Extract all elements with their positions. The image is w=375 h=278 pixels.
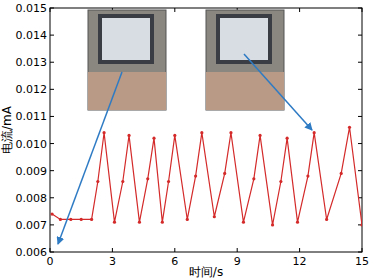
y-tick-label: 0.015 xyxy=(16,2,48,15)
point xyxy=(59,218,62,221)
photo-arm xyxy=(88,72,166,110)
plot-area xyxy=(50,126,362,227)
point xyxy=(271,223,274,226)
x-axis-label: 时间/s xyxy=(189,265,223,278)
arrow xyxy=(58,72,122,244)
point xyxy=(340,172,343,175)
photo-inset xyxy=(206,10,284,110)
point xyxy=(50,212,53,215)
y-tick xyxy=(50,35,54,36)
x-tick-label: 3 xyxy=(109,255,116,268)
point xyxy=(348,126,351,129)
plot-frame xyxy=(50,8,362,252)
x-tick xyxy=(299,8,300,12)
arrow xyxy=(244,54,312,130)
y-tick xyxy=(358,170,362,171)
photo-display xyxy=(220,18,268,60)
photo-inset xyxy=(88,10,166,110)
photo-screen xyxy=(98,14,154,64)
x-tick xyxy=(174,248,175,252)
point xyxy=(296,221,299,224)
photo-bg xyxy=(88,10,166,110)
point xyxy=(152,137,155,140)
point xyxy=(127,134,130,137)
y-tick xyxy=(358,89,362,90)
point xyxy=(113,221,116,224)
x-tick-label: 9 xyxy=(234,255,241,268)
y-tick-label: 0.012 xyxy=(16,83,48,96)
x-tick-label: 6 xyxy=(171,255,178,268)
y-tick xyxy=(50,224,54,225)
x-tick xyxy=(299,248,300,252)
point xyxy=(252,177,255,180)
photo-arm xyxy=(206,72,284,110)
y-tick xyxy=(50,116,54,117)
point xyxy=(167,180,170,183)
x-tick xyxy=(50,8,51,12)
point xyxy=(90,218,93,221)
y-tick xyxy=(358,8,362,9)
y-tick-label: 0.007 xyxy=(16,219,48,232)
y-tick-label: 0.006 xyxy=(16,246,48,259)
point xyxy=(242,221,245,224)
point xyxy=(258,134,261,137)
y-axis-label: 电流/mA xyxy=(0,105,14,154)
point xyxy=(173,134,176,137)
chart: 0.006 0.007 0.008 0.009 0.010 0.011 0.012 0.013… xyxy=(0,0,375,278)
photo-screen xyxy=(216,14,272,64)
point xyxy=(229,131,232,134)
point xyxy=(161,221,164,224)
x-tick xyxy=(237,248,238,252)
y-tick xyxy=(50,89,54,90)
y-tick-label: 0.011 xyxy=(16,110,48,123)
y-tick xyxy=(358,143,362,144)
y-tick-label: 0.013 xyxy=(16,56,48,69)
x-tick-label: 12 xyxy=(293,255,307,268)
series-line xyxy=(52,127,362,225)
point xyxy=(313,131,316,134)
y-tick-label: 0.010 xyxy=(16,138,48,151)
point xyxy=(80,218,83,221)
x-tick-label: 15 xyxy=(355,255,369,268)
point xyxy=(279,180,282,183)
y-tick xyxy=(358,62,362,63)
point xyxy=(138,221,141,224)
x-tick xyxy=(362,8,363,12)
point xyxy=(306,174,309,177)
photo-bg xyxy=(206,10,284,110)
point xyxy=(186,218,189,221)
y-tick-label: 0.009 xyxy=(16,165,48,178)
point xyxy=(286,137,289,140)
point xyxy=(194,174,197,177)
point xyxy=(200,131,203,134)
y-tick xyxy=(358,116,362,117)
y-tick xyxy=(50,8,54,9)
x-tick xyxy=(50,248,51,252)
x-tick-label: 0 xyxy=(47,255,54,268)
y-tick-label: 0.008 xyxy=(16,192,48,205)
point xyxy=(96,180,99,183)
point xyxy=(223,172,226,175)
x-tick xyxy=(174,8,175,12)
y-tick xyxy=(50,170,54,171)
point xyxy=(213,215,216,218)
x-tick xyxy=(112,248,113,252)
point xyxy=(69,218,72,221)
y-tick xyxy=(50,252,54,253)
y-tick xyxy=(358,252,362,253)
point xyxy=(102,131,105,134)
x-tick xyxy=(362,248,363,252)
y-tick xyxy=(50,62,54,63)
y-tick xyxy=(50,143,54,144)
y-tick xyxy=(50,197,54,198)
photo-display xyxy=(102,18,150,60)
point xyxy=(121,180,124,183)
y-tick xyxy=(358,35,362,36)
point xyxy=(360,223,362,226)
point xyxy=(325,218,328,221)
point xyxy=(146,177,149,180)
y-tick-label: 0.014 xyxy=(16,29,48,42)
